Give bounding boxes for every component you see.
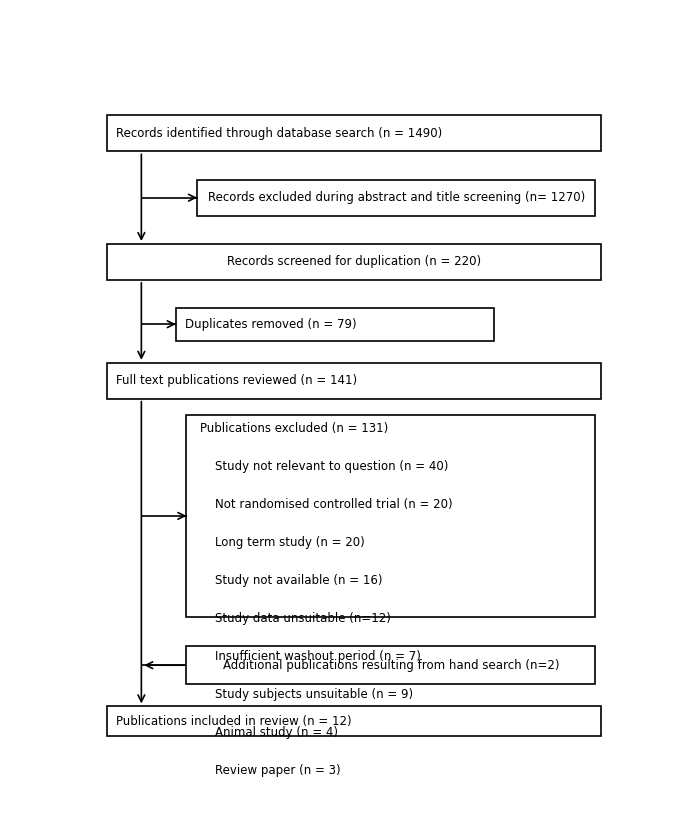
- Text: Records identified through database search (n = 1490): Records identified through database sear…: [116, 127, 443, 140]
- FancyBboxPatch shape: [107, 244, 601, 280]
- Text: Additional publications resulting from hand search (n=2): Additional publications resulting from h…: [223, 659, 559, 671]
- FancyBboxPatch shape: [176, 308, 495, 341]
- Text: Publications excluded (n = 131)

    Study not relevant to question (n = 40)

  : Publications excluded (n = 131) Study no…: [200, 423, 452, 777]
- FancyBboxPatch shape: [186, 414, 595, 617]
- FancyBboxPatch shape: [186, 646, 595, 685]
- FancyBboxPatch shape: [107, 363, 601, 399]
- Text: Records excluded during abstract and title screening (n= 1270): Records excluded during abstract and tit…: [208, 191, 585, 204]
- FancyBboxPatch shape: [107, 115, 601, 152]
- FancyBboxPatch shape: [107, 706, 601, 736]
- FancyBboxPatch shape: [197, 179, 595, 216]
- Text: Full text publications reviewed (n = 141): Full text publications reviewed (n = 141…: [116, 374, 358, 387]
- Text: Records screened for duplication (n = 220): Records screened for duplication (n = 22…: [227, 255, 481, 269]
- Text: Duplicates removed (n = 79): Duplicates removed (n = 79): [186, 318, 357, 331]
- Text: Publications included in review (n = 12): Publications included in review (n = 12): [116, 715, 352, 727]
